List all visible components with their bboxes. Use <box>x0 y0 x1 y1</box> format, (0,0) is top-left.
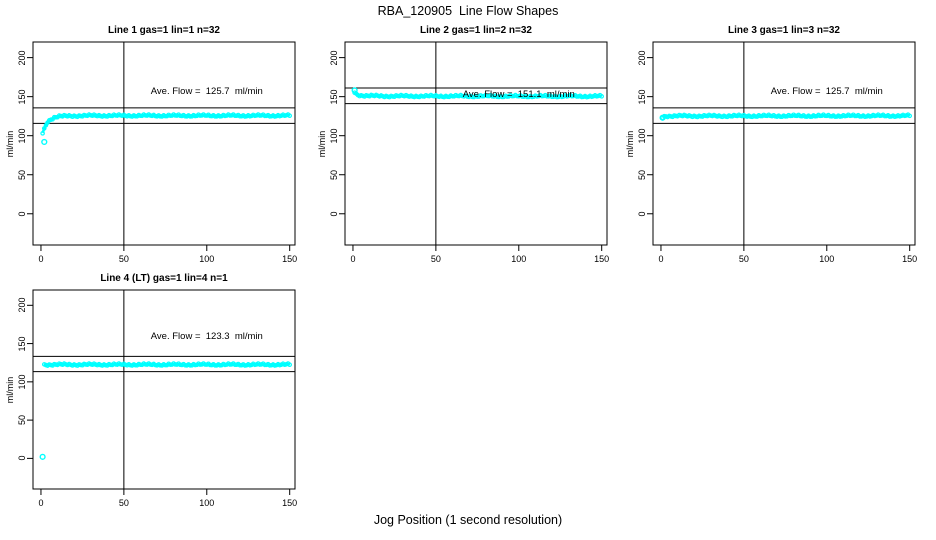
x-tick-label: 50 <box>118 498 129 508</box>
x-tick-label: 100 <box>511 254 527 264</box>
y-tick-label: 200 <box>17 297 27 313</box>
plot-frame <box>32 289 296 490</box>
x-tick-label: 50 <box>430 254 441 264</box>
plot-frame <box>652 41 916 246</box>
y-tick-label: 0 <box>637 211 647 217</box>
y-tick-label: 200 <box>637 50 647 66</box>
y-axis-title: ml/min <box>5 376 15 403</box>
x-tick-label: 100 <box>199 254 215 264</box>
figure-title: RBA_120905 Line Flow Shapes <box>377 4 559 18</box>
x-tick-label: 150 <box>282 498 298 508</box>
flow-profile-points <box>40 112 292 136</box>
y-tick-label: 50 <box>17 169 27 180</box>
x-tick-label: 150 <box>902 254 918 264</box>
y-tick-label: 0 <box>329 211 339 217</box>
x-tick-label: 100 <box>199 498 215 508</box>
y-tick-label: 150 <box>329 89 339 105</box>
plot-canvas-line-1 <box>27 41 296 251</box>
x-tick-label: 0 <box>658 254 664 264</box>
x-tick-label: 50 <box>118 254 129 264</box>
y-tick-label: 0 <box>17 455 27 461</box>
y-tick-label: 100 <box>17 374 27 390</box>
panel-title: Line 3 gas=1 lin=3 n=32 <box>727 25 840 36</box>
plot-canvas-line-4 <box>27 289 296 495</box>
x-tick-label: 0 <box>38 498 44 508</box>
ave-flow-label: Ave. Flow = 125.7 ml/min <box>770 85 883 97</box>
y-tick-label: 100 <box>637 128 647 144</box>
y-tick-label: 50 <box>17 415 27 426</box>
x-tick-label: 50 <box>738 254 749 264</box>
panel-title: Line 2 gas=1 lin=2 n=32 <box>419 25 532 36</box>
x-axis-title: Jog Position (1 second resolution) <box>373 513 563 527</box>
plot-canvas-line-2 <box>339 41 608 251</box>
plot-frame <box>32 41 296 246</box>
ave-flow-label: Ave. Flow = 151.1 ml/min <box>462 89 575 101</box>
x-tick-label: 0 <box>38 254 44 264</box>
flow-profile-points <box>352 90 604 100</box>
y-tick-label: 0 <box>17 211 27 217</box>
y-axis-title: ml/min <box>5 130 15 157</box>
x-tick-label: 150 <box>594 254 610 264</box>
y-tick-label: 200 <box>17 50 27 66</box>
ave-flow-label: Ave. Flow = 125.7 ml/min <box>150 85 263 97</box>
y-tick-label: 150 <box>17 89 27 105</box>
outlier-points <box>39 453 46 460</box>
plot-canvas-line-3 <box>647 41 916 251</box>
panel-line-4: Line 4 (LT) gas=1 lin=4 n=1 Ave. Flow = … <box>0 248 312 520</box>
flow-profile-points <box>660 112 912 120</box>
x-tick-label: 100 <box>819 254 835 264</box>
y-tick-label: 150 <box>637 89 647 105</box>
ave-flow-label: Ave. Flow = 123.3 ml/min <box>150 331 263 343</box>
panel-line-3: Line 3 gas=1 lin=3 n=32 Ave. Flow = 125.… <box>620 0 936 276</box>
panel-title: Line 1 gas=1 lin=1 n=32 <box>107 25 220 36</box>
y-tick-label: 100 <box>17 128 27 144</box>
panel-line-2: Line 2 gas=1 lin=2 n=32 Ave. Flow = 151.… <box>312 0 624 276</box>
y-tick-label: 200 <box>329 50 339 66</box>
y-tick-label: 150 <box>17 336 27 352</box>
x-tick-label: 150 <box>282 254 298 264</box>
y-tick-label: 50 <box>329 169 339 180</box>
y-tick-label: 100 <box>329 128 339 144</box>
panel-line-1: Line 1 gas=1 lin=1 n=32 Ave. Flow = 125.… <box>0 0 312 276</box>
y-axis-title: ml/min <box>317 130 327 157</box>
y-axis-title: ml/min <box>625 130 635 157</box>
y-tick-label: 50 <box>637 169 647 180</box>
panel-title: Line 4 (LT) gas=1 lin=4 n=1 <box>100 273 228 284</box>
plot-frame <box>344 41 608 246</box>
x-tick-label: 0 <box>350 254 356 264</box>
flow-profile-points <box>41 361 292 368</box>
outlier-points <box>659 114 666 121</box>
outlier-points <box>41 138 48 146</box>
outlier-points <box>351 87 358 94</box>
